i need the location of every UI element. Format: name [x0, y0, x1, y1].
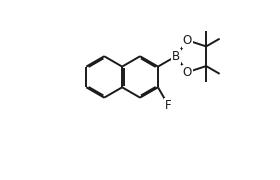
Text: B: B — [172, 50, 180, 63]
Text: O: O — [183, 66, 192, 79]
Text: O: O — [183, 34, 192, 47]
Text: F: F — [165, 99, 172, 112]
